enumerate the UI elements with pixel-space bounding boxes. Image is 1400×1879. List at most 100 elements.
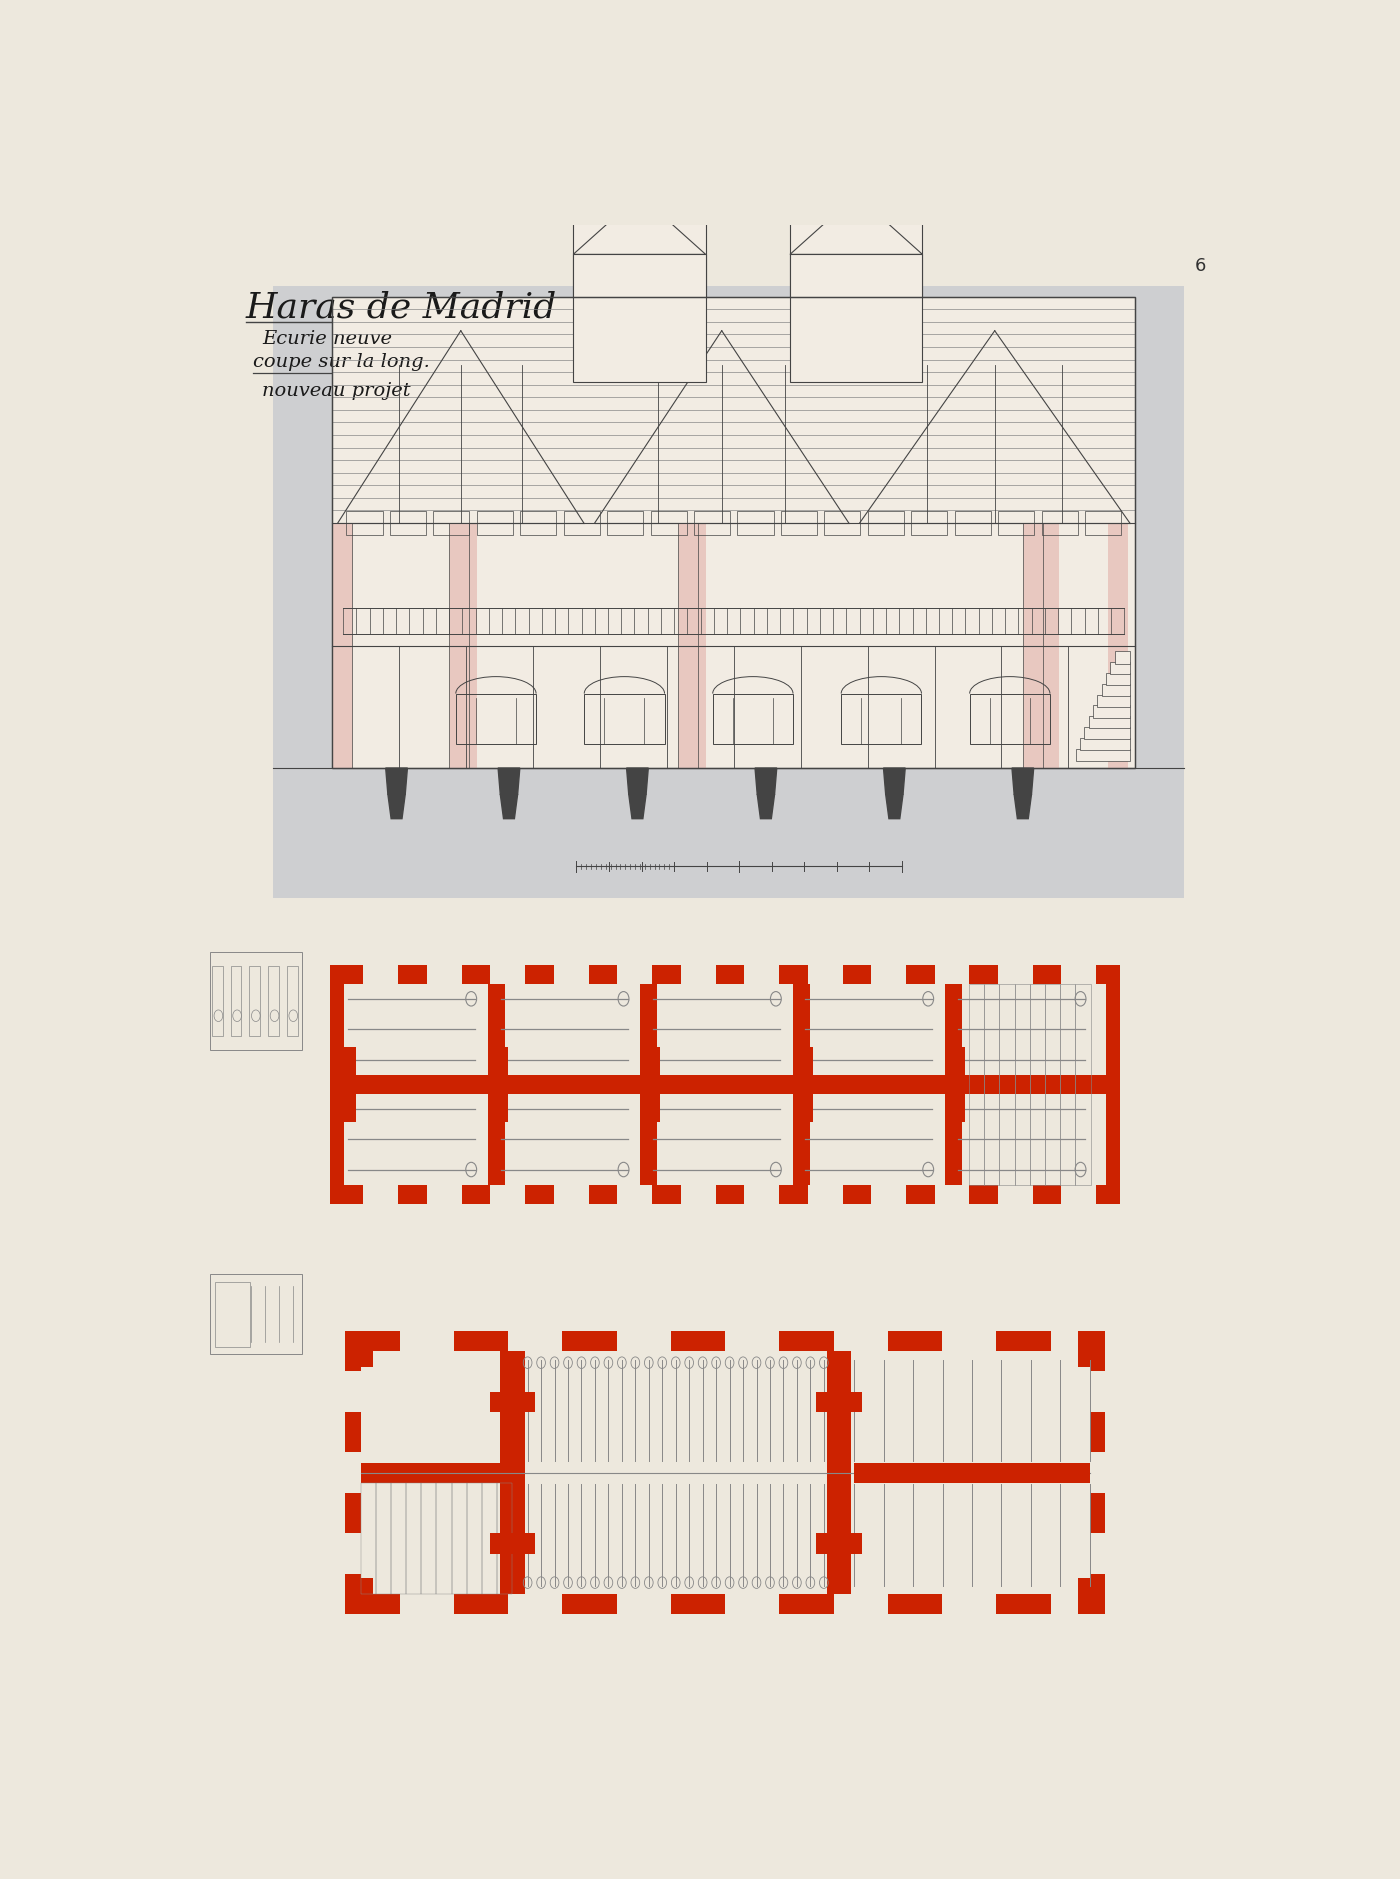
Bar	[1075, 748, 1130, 761]
Bar	[1089, 1411, 1105, 1452]
Bar	[617, 964, 652, 983]
Bar	[399, 1330, 454, 1351]
Bar	[287, 966, 298, 1035]
Polygon shape	[629, 795, 647, 819]
Bar	[249, 966, 260, 1035]
Bar	[713, 693, 792, 744]
Bar	[332, 297, 1135, 769]
Polygon shape	[1012, 769, 1033, 795]
Text: Ecurie neuve: Ecurie neuve	[262, 329, 392, 348]
Bar	[790, 212, 923, 381]
Bar	[935, 1186, 969, 1204]
Bar	[871, 1186, 906, 1204]
Bar	[267, 966, 279, 1035]
Bar	[346, 1452, 361, 1494]
Bar	[616, 1330, 671, 1351]
Bar	[346, 1578, 372, 1614]
Bar	[1084, 727, 1130, 738]
Bar	[1089, 1330, 1105, 1372]
Bar	[1089, 716, 1130, 729]
Bar	[344, 1075, 1106, 1094]
Bar	[210, 953, 302, 1050]
Polygon shape	[757, 795, 774, 819]
Bar	[953, 1047, 965, 1075]
Bar	[725, 1593, 780, 1614]
Bar	[346, 1411, 361, 1452]
Bar	[399, 1593, 454, 1614]
Bar	[745, 1186, 778, 1204]
Bar	[1089, 1494, 1105, 1533]
Bar	[790, 254, 923, 297]
Polygon shape	[573, 195, 706, 254]
Bar	[490, 1392, 535, 1411]
Bar	[1098, 695, 1130, 707]
Bar	[584, 693, 665, 744]
Bar	[816, 1533, 862, 1554]
Bar	[361, 1462, 512, 1483]
Bar	[680, 1186, 715, 1204]
Bar	[489, 983, 505, 1186]
Bar	[563, 1330, 616, 1351]
Bar	[694, 511, 731, 534]
Bar	[801, 1094, 812, 1122]
Bar	[1085, 511, 1121, 534]
Bar	[364, 964, 398, 983]
Bar	[1000, 983, 1015, 1186]
Polygon shape	[627, 769, 648, 795]
Bar	[449, 522, 469, 769]
Bar	[346, 1593, 399, 1614]
Bar	[833, 1330, 888, 1351]
Bar	[854, 1462, 1089, 1483]
Bar	[330, 1186, 1120, 1204]
Bar	[827, 1351, 851, 1593]
Bar	[997, 1330, 1050, 1351]
Bar	[1089, 1575, 1105, 1614]
Bar	[1106, 964, 1120, 1204]
Bar	[273, 286, 1184, 898]
Bar	[868, 511, 904, 534]
Bar	[1042, 511, 1078, 534]
Bar	[825, 511, 861, 534]
Bar	[942, 1330, 997, 1351]
Bar	[808, 1186, 843, 1204]
Bar	[490, 964, 525, 983]
Bar	[346, 511, 382, 534]
Bar	[508, 1593, 563, 1614]
Bar	[330, 964, 1120, 983]
Bar	[231, 966, 241, 1035]
Bar	[573, 212, 706, 381]
Bar	[1061, 964, 1096, 983]
Bar	[1079, 738, 1130, 750]
Bar	[497, 1094, 508, 1122]
Bar	[456, 693, 536, 744]
Bar	[454, 1593, 508, 1614]
Bar	[490, 1186, 525, 1204]
Bar	[508, 1330, 563, 1351]
Bar	[671, 1593, 725, 1614]
Bar	[1060, 983, 1075, 1186]
Bar	[1089, 1533, 1105, 1575]
Bar	[563, 1593, 616, 1614]
Polygon shape	[386, 769, 407, 795]
Bar	[1050, 1330, 1105, 1351]
Bar	[1093, 705, 1130, 718]
Bar	[678, 522, 697, 769]
Bar	[454, 1330, 508, 1351]
Bar	[955, 511, 991, 534]
Bar	[608, 511, 643, 534]
Bar	[651, 511, 686, 534]
Polygon shape	[388, 795, 405, 819]
Bar	[1078, 1330, 1105, 1368]
Bar	[332, 297, 1135, 769]
Bar	[1030, 983, 1044, 1186]
Bar	[216, 1281, 251, 1347]
Bar	[1114, 652, 1130, 663]
Bar	[616, 1593, 671, 1614]
Bar	[998, 511, 1035, 534]
Bar	[1106, 673, 1130, 686]
Text: coupe sur la long.: coupe sur la long.	[253, 353, 430, 370]
Bar	[953, 1094, 965, 1122]
Bar	[1023, 522, 1043, 769]
Bar	[482, 1483, 497, 1593]
Bar	[477, 511, 512, 534]
